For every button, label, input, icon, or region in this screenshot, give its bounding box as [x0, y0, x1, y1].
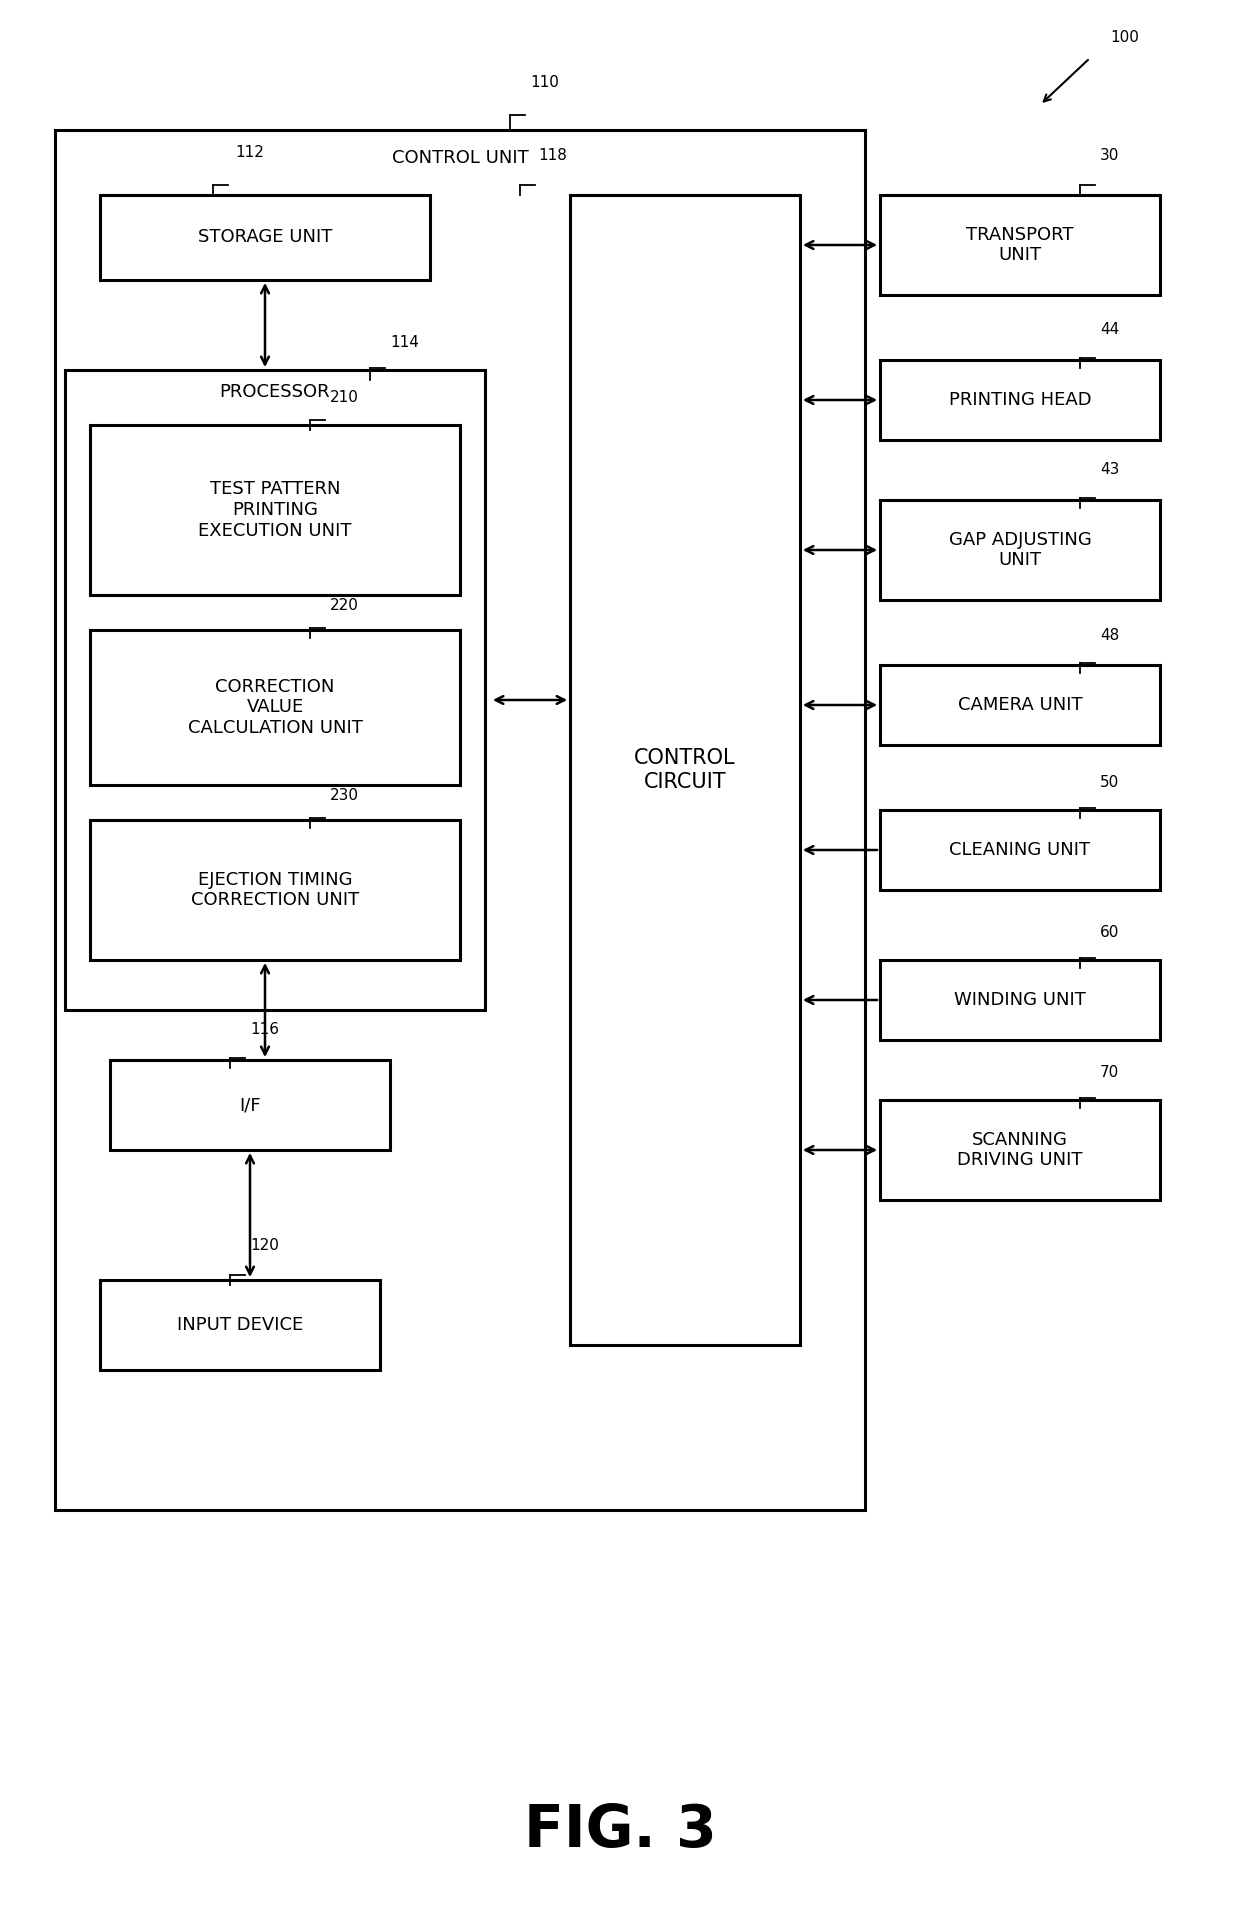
Text: 120: 120	[250, 1238, 279, 1253]
Bar	[64, 371, 485, 1009]
Text: 112: 112	[236, 144, 264, 160]
Text: 70: 70	[1100, 1065, 1120, 1080]
Text: I/F: I/F	[239, 1096, 260, 1115]
Text: FIG. 3: FIG. 3	[523, 1801, 717, 1859]
Text: 43: 43	[1100, 461, 1120, 477]
Text: 220: 220	[330, 598, 358, 613]
Text: WINDING UNIT: WINDING UNIT	[954, 992, 1086, 1009]
Text: STORAGE UNIT: STORAGE UNIT	[198, 229, 332, 246]
Text: 44: 44	[1100, 323, 1120, 336]
Bar	[880, 1099, 1159, 1199]
Bar	[880, 809, 1159, 890]
Bar	[880, 359, 1159, 440]
Bar	[880, 959, 1159, 1040]
Text: 100: 100	[1110, 31, 1138, 44]
Bar	[100, 194, 430, 281]
Text: 116: 116	[250, 1023, 279, 1038]
Text: INPUT DEVICE: INPUT DEVICE	[177, 1317, 303, 1334]
Text: CORRECTION
VALUE
CALCULATION UNIT: CORRECTION VALUE CALCULATION UNIT	[187, 678, 362, 738]
Bar	[880, 665, 1159, 746]
Text: 60: 60	[1100, 924, 1120, 940]
Text: CLEANING UNIT: CLEANING UNIT	[950, 842, 1090, 859]
Text: CAMERA UNIT: CAMERA UNIT	[957, 696, 1083, 713]
Bar	[91, 821, 460, 959]
Text: 50: 50	[1100, 775, 1120, 790]
Text: CONTROL
CIRCUIT: CONTROL CIRCUIT	[634, 748, 735, 792]
Text: 230: 230	[330, 788, 360, 803]
Text: TRANSPORT
UNIT: TRANSPORT UNIT	[966, 225, 1074, 265]
Text: PRINTING HEAD: PRINTING HEAD	[949, 390, 1091, 409]
Text: PROCESSOR: PROCESSOR	[219, 382, 330, 402]
Text: 210: 210	[330, 390, 358, 406]
Text: 118: 118	[538, 148, 567, 163]
Bar	[55, 131, 866, 1511]
Text: EJECTION TIMING
CORRECTION UNIT: EJECTION TIMING CORRECTION UNIT	[191, 871, 360, 909]
Bar	[91, 425, 460, 596]
Text: SCANNING
DRIVING UNIT: SCANNING DRIVING UNIT	[957, 1130, 1083, 1169]
Text: TEST PATTERN
PRINTING
EXECUTION UNIT: TEST PATTERN PRINTING EXECUTION UNIT	[198, 480, 352, 540]
Bar	[880, 194, 1159, 294]
Bar	[91, 630, 460, 784]
Bar	[110, 1061, 391, 1149]
Text: 114: 114	[391, 334, 419, 350]
Text: CONTROL UNIT: CONTROL UNIT	[392, 150, 528, 167]
Text: 110: 110	[529, 75, 559, 90]
Text: 48: 48	[1100, 628, 1120, 644]
Bar	[880, 500, 1159, 600]
Bar	[100, 1280, 379, 1370]
Bar	[570, 194, 800, 1345]
Text: GAP ADJUSTING
UNIT: GAP ADJUSTING UNIT	[949, 530, 1091, 569]
Text: 30: 30	[1100, 148, 1120, 163]
